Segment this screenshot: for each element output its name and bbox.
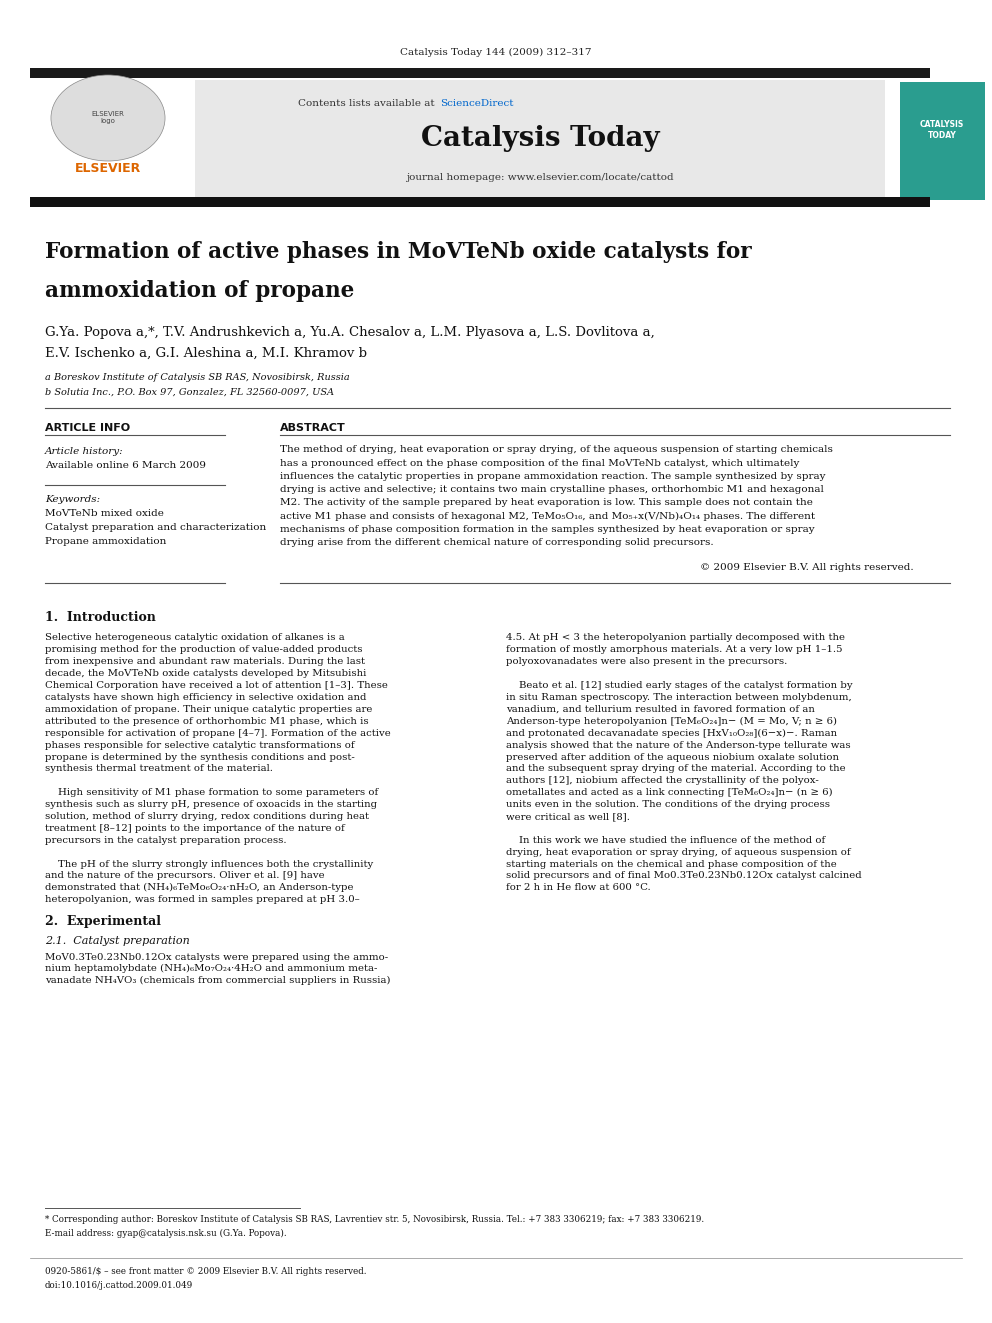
Text: High sensitivity of M1 phase formation to some parameters of: High sensitivity of M1 phase formation t… xyxy=(45,789,378,798)
Text: synthesis such as slurry pH, presence of oxoacids in the starting: synthesis such as slurry pH, presence of… xyxy=(45,800,377,810)
Text: Keywords:: Keywords: xyxy=(45,495,100,504)
Text: attributed to the presence of orthorhombic M1 phase, which is: attributed to the presence of orthorhomb… xyxy=(45,717,369,726)
Text: drying arise from the different chemical nature of corresponding solid precursor: drying arise from the different chemical… xyxy=(280,538,713,546)
Text: CATALYSIS
TODAY: CATALYSIS TODAY xyxy=(920,120,964,140)
Text: catalysts have shown high efficiency in selective oxidation and: catalysts have shown high efficiency in … xyxy=(45,693,366,703)
Text: The pH of the slurry strongly influences both the crystallinity: The pH of the slurry strongly influences… xyxy=(45,860,373,869)
Text: E.V. Ischenko a, G.I. Aleshina a, M.I. Khramov b: E.V. Ischenko a, G.I. Aleshina a, M.I. K… xyxy=(45,347,367,360)
Text: influences the catalytic properties in propane ammoxidation reaction. The sample: influences the catalytic properties in p… xyxy=(280,472,825,480)
Text: In this work we have studied the influence of the method of: In this work we have studied the influen… xyxy=(506,836,825,845)
Text: ScienceDirect: ScienceDirect xyxy=(440,98,514,107)
Text: heteropolyanion, was formed in samples prepared at pH 3.0–: heteropolyanion, was formed in samples p… xyxy=(45,896,360,905)
Bar xyxy=(30,197,930,206)
Text: journal homepage: www.elsevier.com/locate/cattod: journal homepage: www.elsevier.com/locat… xyxy=(406,173,674,183)
Text: Catalysis Today: Catalysis Today xyxy=(421,124,660,152)
Text: Anderson-type heteropolyanion [TeM₆O₂₄]n− (M = Mo, V; n ≥ 6): Anderson-type heteropolyanion [TeM₆O₂₄]n… xyxy=(506,717,837,726)
Text: ELSEVIER
logo: ELSEVIER logo xyxy=(91,111,124,124)
Text: demonstrated that (NH₄)₆TeMo₆O₂₄·nH₂O, an Anderson-type: demonstrated that (NH₄)₆TeMo₆O₂₄·nH₂O, a… xyxy=(45,884,353,893)
Text: in situ Raman spectroscopy. The interaction between molybdenum,: in situ Raman spectroscopy. The interact… xyxy=(506,693,852,703)
Text: 1.  Introduction: 1. Introduction xyxy=(45,611,156,624)
Text: units even in the solution. The conditions of the drying process: units even in the solution. The conditio… xyxy=(506,800,830,810)
Text: ammoxidation of propane: ammoxidation of propane xyxy=(45,280,354,302)
Text: M2. The activity of the sample prepared by heat evaporation is low. This sample : M2. The activity of the sample prepared … xyxy=(280,499,812,507)
Text: MoVTeNb mixed oxide: MoVTeNb mixed oxide xyxy=(45,508,164,517)
Text: 0920-5861/$ – see front matter © 2009 Elsevier B.V. All rights reserved.: 0920-5861/$ – see front matter © 2009 El… xyxy=(45,1267,366,1277)
Text: preserved after addition of the aqueous niobium oxalate solution: preserved after addition of the aqueous … xyxy=(506,753,839,762)
Text: Article history:: Article history: xyxy=(45,447,124,456)
Text: doi:10.1016/j.cattod.2009.01.049: doi:10.1016/j.cattod.2009.01.049 xyxy=(45,1282,193,1290)
Text: and the nature of the precursors. Oliver et al. [9] have: and the nature of the precursors. Oliver… xyxy=(45,872,324,881)
Text: a Boreskov Institute of Catalysis SB RAS, Novosibirsk, Russia: a Boreskov Institute of Catalysis SB RAS… xyxy=(45,373,350,382)
Text: active M1 phase and consists of hexagonal M2, TeMo₅O₁₆, and Mo₅₊x(V/Nb)₄O₁₄ phas: active M1 phase and consists of hexagona… xyxy=(280,512,815,520)
Text: from inexpensive and abundant raw materials. During the last: from inexpensive and abundant raw materi… xyxy=(45,658,365,667)
Text: The method of drying, heat evaporation or spray drying, of the aqueous suspensio: The method of drying, heat evaporation o… xyxy=(280,446,833,455)
Text: authors [12], niobium affected the crystallinity of the polyox-: authors [12], niobium affected the cryst… xyxy=(506,777,818,786)
Text: G.Ya. Popova a,*, T.V. Andrushkevich a, Yu.A. Chesalov a, L.M. Plyasova a, L.S. : G.Ya. Popova a,*, T.V. Andrushkevich a, … xyxy=(45,325,655,339)
Text: * Corresponding author: Boreskov Institute of Catalysis SB RAS, Lavrentiev str. : * Corresponding author: Boreskov Institu… xyxy=(45,1216,704,1225)
Text: vanadium, and tellurium resulted in favored formation of an: vanadium, and tellurium resulted in favo… xyxy=(506,705,814,714)
Text: ELSEVIER: ELSEVIER xyxy=(74,161,141,175)
Text: Catalyst preparation and characterization: Catalyst preparation and characterizatio… xyxy=(45,523,266,532)
Text: drying is active and selective; it contains two main crystalline phases, orthorh: drying is active and selective; it conta… xyxy=(280,486,824,493)
Text: vanadate NH₄VO₃ (chemicals from commercial suppliers in Russia): vanadate NH₄VO₃ (chemicals from commerci… xyxy=(45,976,391,986)
Text: Contents lists available at: Contents lists available at xyxy=(299,98,438,107)
Text: 2.1.  Catalyst preparation: 2.1. Catalyst preparation xyxy=(45,935,189,946)
Text: E-mail address: gyap@catalysis.nsk.su (G.Ya. Popova).: E-mail address: gyap@catalysis.nsk.su (G… xyxy=(45,1229,287,1237)
Text: promising method for the production of value-added products: promising method for the production of v… xyxy=(45,646,362,655)
Text: Selective heterogeneous catalytic oxidation of alkanes is a: Selective heterogeneous catalytic oxidat… xyxy=(45,634,345,643)
Text: propane is determined by the synthesis conditions and post-: propane is determined by the synthesis c… xyxy=(45,753,355,762)
Text: Available online 6 March 2009: Available online 6 March 2009 xyxy=(45,462,206,471)
Text: nium heptamolybdate (NH₄)₆Mo₇O₂₄·4H₂O and ammonium meta-: nium heptamolybdate (NH₄)₆Mo₇O₂₄·4H₂O an… xyxy=(45,964,377,974)
Text: mechanisms of phase composition formation in the samples synthesized by heat eva: mechanisms of phase composition formatio… xyxy=(280,525,814,533)
Ellipse shape xyxy=(51,75,165,161)
Text: ABSTRACT: ABSTRACT xyxy=(280,423,346,433)
Text: ammoxidation of propane. Their unique catalytic properties are: ammoxidation of propane. Their unique ca… xyxy=(45,705,372,714)
Text: solid precursors and of final Mo0.3Te0.23Nb0.12Ox catalyst calcined: solid precursors and of final Mo0.3Te0.2… xyxy=(506,872,862,881)
Text: Catalysis Today 144 (2009) 312–317: Catalysis Today 144 (2009) 312–317 xyxy=(400,48,592,57)
Text: analysis showed that the nature of the Anderson-type tellurate was: analysis showed that the nature of the A… xyxy=(506,741,850,750)
Text: starting materials on the chemical and phase composition of the: starting materials on the chemical and p… xyxy=(506,860,836,869)
Text: responsible for activation of propane [4–7]. Formation of the active: responsible for activation of propane [4… xyxy=(45,729,391,738)
Text: were critical as well [8].: were critical as well [8]. xyxy=(506,812,630,822)
Text: for 2 h in He flow at 600 °C.: for 2 h in He flow at 600 °C. xyxy=(506,884,651,893)
Text: and protonated decavanadate species [HxV₁₀O₂₈](6−x)−. Raman: and protonated decavanadate species [HxV… xyxy=(506,729,837,738)
Text: decade, the MoVTeNb oxide catalysts developed by Mitsubishi: decade, the MoVTeNb oxide catalysts deve… xyxy=(45,669,366,679)
Text: © 2009 Elsevier B.V. All rights reserved.: © 2009 Elsevier B.V. All rights reserved… xyxy=(700,564,914,573)
Text: 4.5. At pH < 3 the heteropolyanion partially decomposed with the: 4.5. At pH < 3 the heteropolyanion parti… xyxy=(506,634,845,643)
Text: has a pronounced effect on the phase composition of the final MoVTeNb catalyst, : has a pronounced effect on the phase com… xyxy=(280,459,800,468)
Text: ARTICLE INFO: ARTICLE INFO xyxy=(45,423,130,433)
Text: solution, method of slurry drying, redox conditions during heat: solution, method of slurry drying, redox… xyxy=(45,812,369,822)
Text: Propane ammoxidation: Propane ammoxidation xyxy=(45,537,167,545)
Text: Chemical Corporation have received a lot of attention [1–3]. These: Chemical Corporation have received a lot… xyxy=(45,681,388,691)
Bar xyxy=(900,82,985,200)
Text: ometallates and acted as a link connecting [TeM₆O₂₄]n− (n ≥ 6): ometallates and acted as a link connecti… xyxy=(506,789,832,798)
Text: drying, heat evaporation or spray drying, of aqueous suspension of: drying, heat evaporation or spray drying… xyxy=(506,848,850,857)
Text: Formation of active phases in MoVTeNb oxide catalysts for: Formation of active phases in MoVTeNb ox… xyxy=(45,241,752,263)
Text: treatment [8–12] points to the importance of the nature of: treatment [8–12] points to the importanc… xyxy=(45,824,345,833)
Text: polyoxovanadates were also present in the precursors.: polyoxovanadates were also present in th… xyxy=(506,658,788,667)
Text: b Solutia Inc., P.O. Box 97, Gonzalez, FL 32560-0097, USA: b Solutia Inc., P.O. Box 97, Gonzalez, F… xyxy=(45,388,334,397)
Text: phases responsible for selective catalytic transformations of: phases responsible for selective catalyt… xyxy=(45,741,354,750)
Text: MoV0.3Te0.23Nb0.12Ox catalysts were prepared using the ammo-: MoV0.3Te0.23Nb0.12Ox catalysts were prep… xyxy=(45,953,388,962)
Text: formation of mostly amorphous materials. At a very low pH 1–1.5: formation of mostly amorphous materials.… xyxy=(506,646,842,655)
Text: 2.  Experimental: 2. Experimental xyxy=(45,916,161,929)
Bar xyxy=(195,79,885,205)
Text: and the subsequent spray drying of the material. According to the: and the subsequent spray drying of the m… xyxy=(506,765,845,774)
Bar xyxy=(30,67,930,78)
Text: synthesis thermal treatment of the material.: synthesis thermal treatment of the mater… xyxy=(45,765,273,774)
Text: precursors in the catalyst preparation process.: precursors in the catalyst preparation p… xyxy=(45,836,287,845)
Text: Beato et al. [12] studied early stages of the catalyst formation by: Beato et al. [12] studied early stages o… xyxy=(506,681,853,691)
